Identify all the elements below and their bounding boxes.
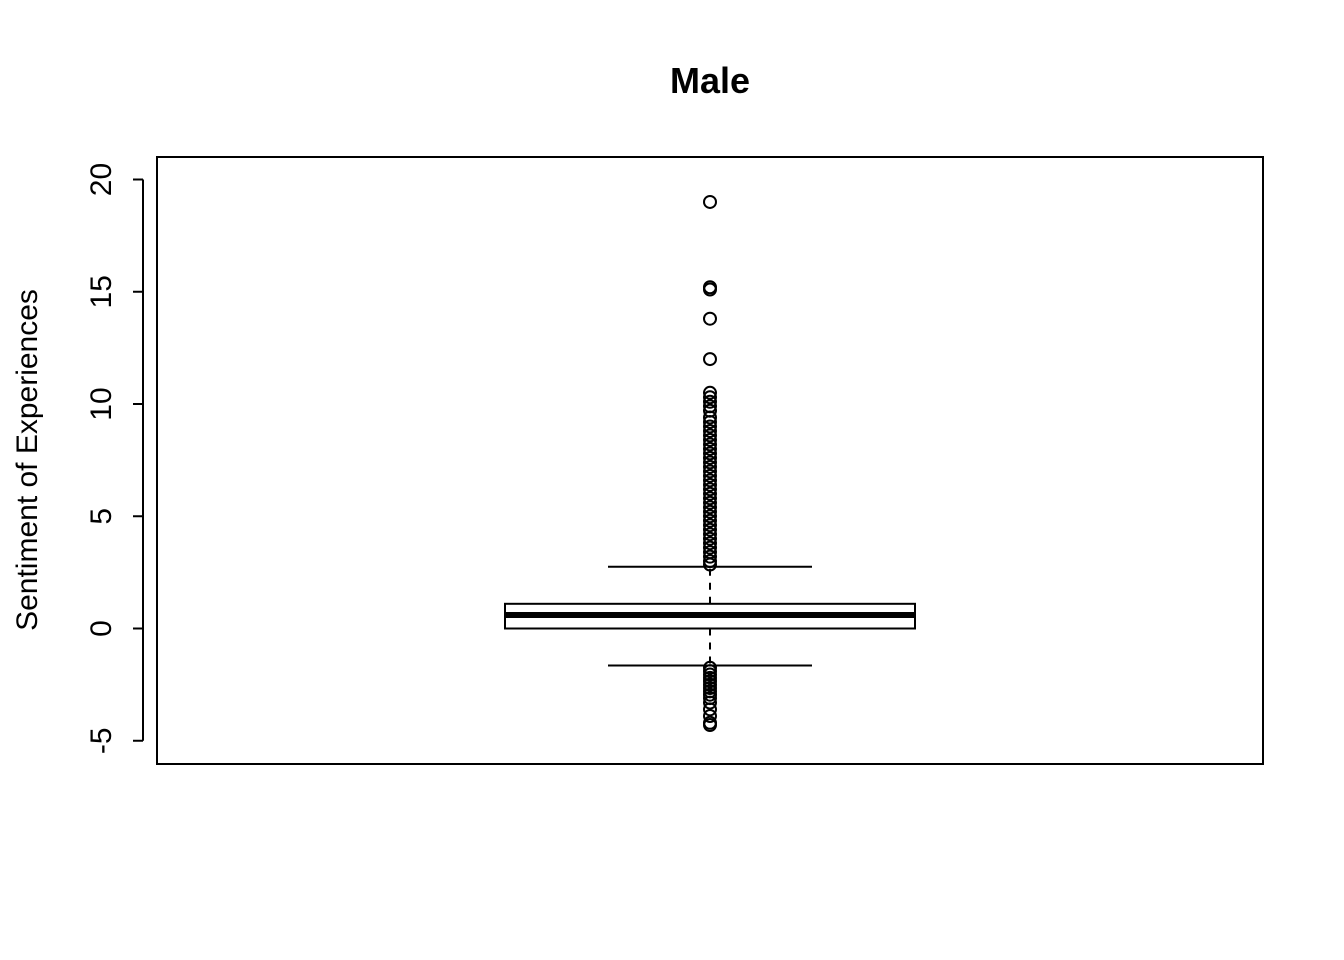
outlier-point xyxy=(703,410,717,425)
y-axis: -5 0 5 10 15 20 xyxy=(85,163,144,754)
outlier-point xyxy=(703,522,717,537)
y-axis-label: Sentiment of Experiences xyxy=(11,289,44,631)
plot-frame xyxy=(156,156,1264,765)
outlier-point xyxy=(703,428,717,443)
outlier-point xyxy=(703,477,717,492)
outlier-point xyxy=(703,468,717,483)
outlier-point xyxy=(703,385,717,400)
y-tick-label: 5 xyxy=(85,508,118,525)
outlier-point xyxy=(703,482,717,497)
outlier-point xyxy=(703,459,717,474)
outlier-point xyxy=(703,473,717,488)
outlier-point xyxy=(703,557,717,572)
outlier-point xyxy=(703,549,717,564)
outlier-point xyxy=(703,352,717,367)
outlier-point xyxy=(703,437,717,452)
chart-title: Male xyxy=(670,60,750,101)
outlier-point xyxy=(703,464,717,479)
outlier-point xyxy=(703,536,717,551)
outlier-point xyxy=(703,718,717,733)
outlier-point xyxy=(703,432,717,447)
y-tick-label: 15 xyxy=(85,275,118,308)
y-tick-label: 0 xyxy=(85,620,118,637)
outlier-point xyxy=(703,423,717,438)
outlier-point xyxy=(703,504,717,519)
outlier-point xyxy=(703,702,717,717)
outlier-point xyxy=(703,394,717,409)
outlier-point xyxy=(703,441,717,456)
outlier-point xyxy=(703,390,717,405)
outlier-point xyxy=(703,446,717,461)
outlier-point xyxy=(703,450,717,465)
outlier-point xyxy=(703,709,717,724)
outlier-point xyxy=(703,486,717,501)
outlier-point xyxy=(703,500,717,515)
outlier-points xyxy=(703,194,717,733)
outlier-point xyxy=(703,509,717,524)
outlier-point xyxy=(703,527,717,542)
outlier-point xyxy=(703,695,717,710)
outlier-point xyxy=(703,513,717,528)
outlier-point xyxy=(703,531,717,546)
outlier-point xyxy=(703,491,717,506)
y-tick-label: 10 xyxy=(85,387,118,420)
outlier-point xyxy=(703,518,717,533)
outlier-point xyxy=(703,455,717,470)
y-tick-label: -5 xyxy=(85,727,118,754)
outlier-point xyxy=(703,540,717,555)
boxplot xyxy=(504,565,916,667)
outlier-point xyxy=(703,311,717,326)
outlier-point xyxy=(703,282,717,297)
y-tick-label: 20 xyxy=(85,163,118,196)
outlier-point xyxy=(703,495,717,510)
outlier-point xyxy=(703,419,717,434)
outlier-point xyxy=(703,414,717,429)
outlier-point xyxy=(703,194,717,209)
